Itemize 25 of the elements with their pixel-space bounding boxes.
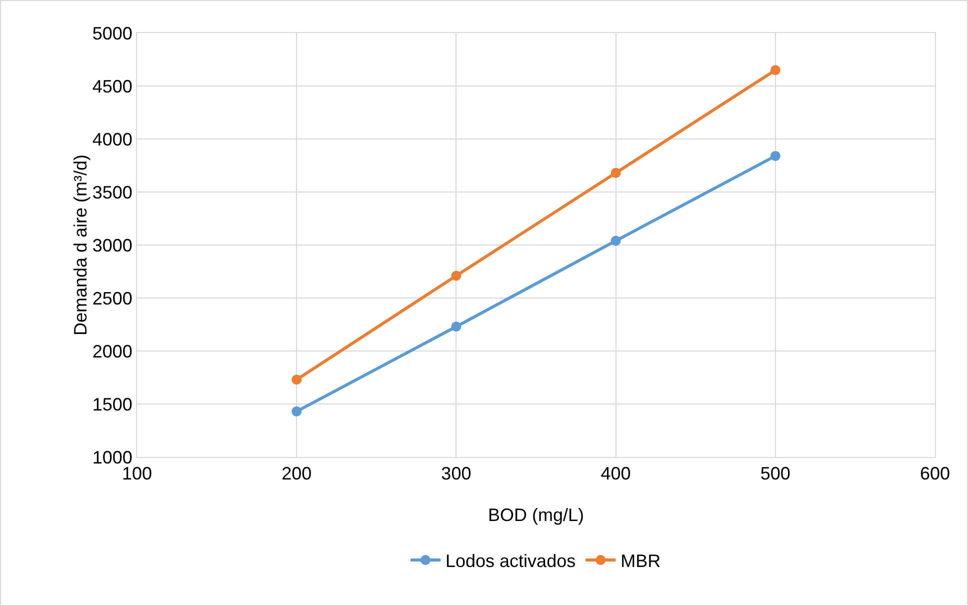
- x-axis-title: BOD (mg/L): [488, 505, 584, 525]
- x-tick-label: 200: [282, 464, 312, 484]
- y-axis-title: Demanda d aire (m³/d): [70, 154, 90, 336]
- point: [610, 168, 621, 178]
- x-tick-label: 400: [600, 464, 631, 484]
- point: [770, 150, 780, 161]
- y-tick-label: 1500: [92, 394, 132, 414]
- point: [451, 322, 462, 332]
- y-tick-label: 4000: [92, 129, 132, 150]
- point: [451, 270, 462, 281]
- x-tick-label: 500: [760, 464, 790, 484]
- point: [292, 406, 302, 416]
- y-tick-label: 3500: [92, 182, 132, 202]
- point: [292, 374, 302, 385]
- y-tick-label: 2500: [92, 288, 132, 308]
- y-tick-label: 5000: [92, 23, 132, 44]
- legend-label: Lodos activados: [446, 551, 576, 572]
- y-tick-label: 4500: [92, 76, 132, 96]
- x-tick-label: 300: [441, 464, 472, 484]
- legend-label: MBR: [620, 551, 661, 572]
- point: [770, 65, 780, 76]
- y-tick-label: 2000: [92, 341, 132, 362]
- y-tick-label: 3000: [92, 235, 132, 256]
- point: [610, 236, 621, 246]
- x-tick-label: 600: [920, 464, 950, 484]
